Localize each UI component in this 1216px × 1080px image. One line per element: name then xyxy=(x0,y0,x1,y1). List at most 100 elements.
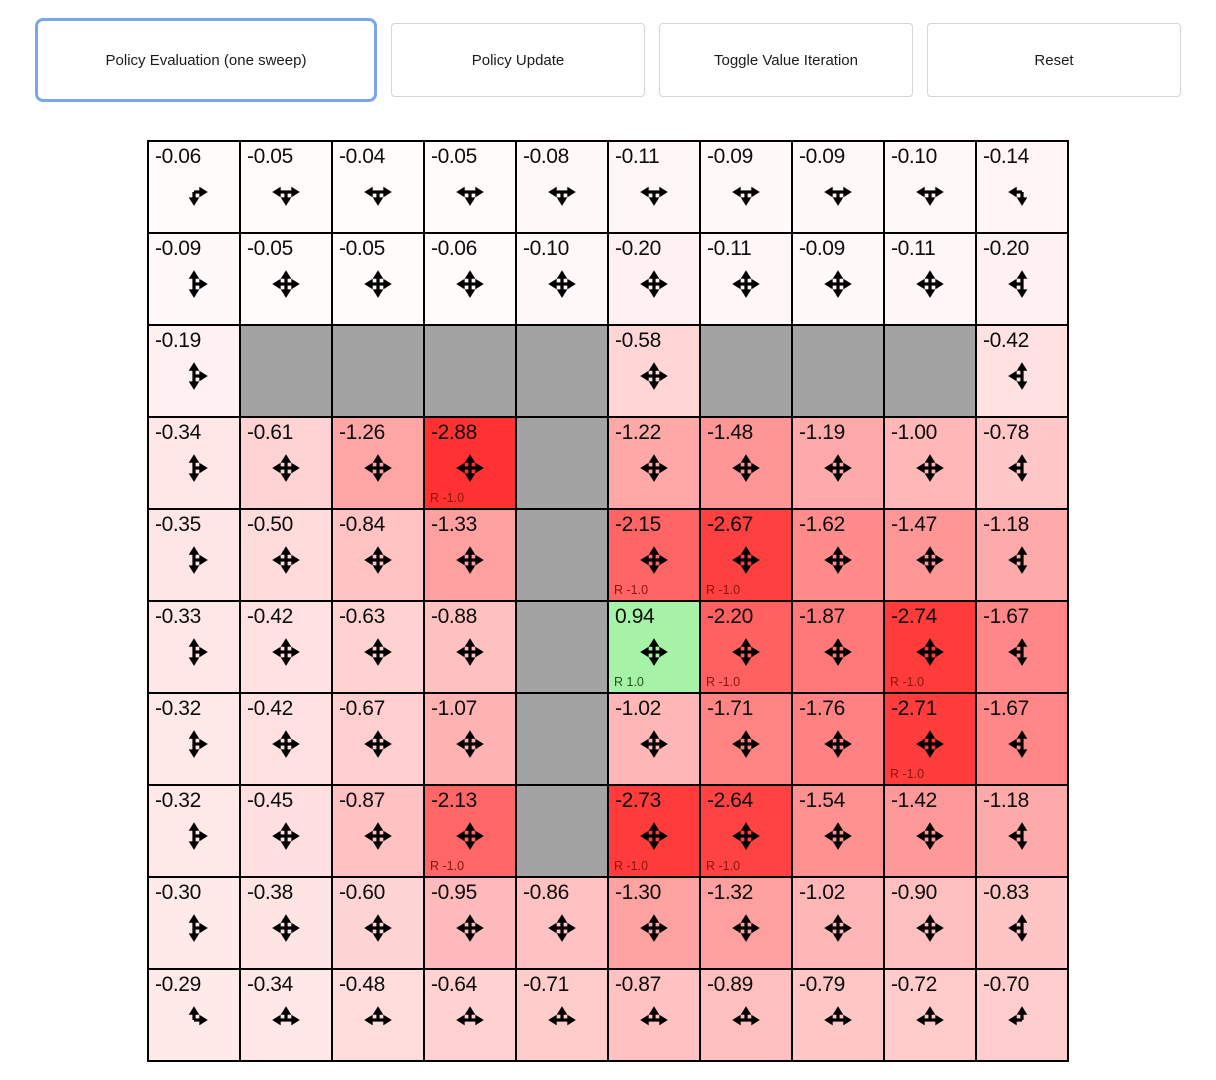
grid-cell: -2.67 R -1.0 xyxy=(700,509,792,601)
cell-reward: R -1.0 xyxy=(706,675,741,689)
policy-arrows-icon xyxy=(1005,635,1039,669)
grid-cell: -1.33 xyxy=(424,509,516,601)
cell-reward: R -1.0 xyxy=(706,583,741,597)
cell-value: -0.10 xyxy=(891,145,937,168)
wall-cell xyxy=(424,325,516,417)
grid-cell: -1.42 xyxy=(884,785,976,877)
grid-cell: -1.18 xyxy=(976,509,1068,601)
cell-value: -0.45 xyxy=(247,789,293,812)
cell-reward: R -1.0 xyxy=(706,859,741,873)
grid-cell: -0.06 xyxy=(424,233,516,325)
grid-cell: -0.35 xyxy=(148,509,240,601)
policy-arrows-icon xyxy=(637,267,671,301)
cell-value: -0.05 xyxy=(339,237,385,260)
cell-value: -0.70 xyxy=(983,973,1029,996)
policy-arrows-icon xyxy=(1005,359,1039,393)
grid-cell: 0.94 R 1.0 xyxy=(608,601,700,693)
cell-value: -0.64 xyxy=(431,973,477,996)
policy-arrows-icon xyxy=(453,635,487,669)
policy-arrows-icon xyxy=(913,911,947,945)
cell-value: -1.67 xyxy=(983,605,1029,628)
policy-arrows-icon xyxy=(913,175,947,209)
grid-cell: -0.61 xyxy=(240,417,332,509)
cell-value: -0.05 xyxy=(431,145,477,168)
policy-arrows-icon xyxy=(1005,175,1039,209)
cell-value: -2.74 xyxy=(891,605,937,628)
grid-cell: -0.50 xyxy=(240,509,332,601)
grid-cell: -0.10 xyxy=(884,141,976,233)
cell-value: -2.88 xyxy=(431,421,477,444)
policy-arrows-icon xyxy=(821,911,855,945)
cell-value: -1.00 xyxy=(891,421,937,444)
cell-value: -0.20 xyxy=(983,237,1029,260)
cell-value: -0.88 xyxy=(431,605,477,628)
grid-cell: -0.70 xyxy=(976,969,1068,1061)
grid-cell: -0.09 xyxy=(700,141,792,233)
policy-arrows-icon xyxy=(821,267,855,301)
policy-arrows-icon xyxy=(361,175,395,209)
cell-value: -0.67 xyxy=(339,697,385,720)
reset-button[interactable]: Reset xyxy=(927,23,1181,97)
cell-value: -0.63 xyxy=(339,605,385,628)
grid-cell: -2.20 R -1.0 xyxy=(700,601,792,693)
cell-value: -0.58 xyxy=(615,329,661,352)
cell-value: -1.19 xyxy=(799,421,845,444)
wall-cell xyxy=(516,417,608,509)
policy-arrows-icon xyxy=(361,727,395,761)
grid-cell: -0.20 xyxy=(608,233,700,325)
grid-cell: -0.09 xyxy=(792,233,884,325)
policy-arrows-icon xyxy=(637,451,671,485)
policy-arrows-icon xyxy=(821,1003,855,1037)
policy-arrows-icon xyxy=(1005,727,1039,761)
policy-update-button[interactable]: Policy Update xyxy=(391,23,645,97)
grid-cell: -0.42 xyxy=(976,325,1068,417)
policy-arrows-icon xyxy=(637,911,671,945)
grid-cell: -0.42 xyxy=(240,601,332,693)
cell-value: -0.84 xyxy=(339,513,385,536)
grid-cell: -1.48 xyxy=(700,417,792,509)
grid-cell: -1.22 xyxy=(608,417,700,509)
policy-arrows-icon xyxy=(269,819,303,853)
policy-arrows-icon xyxy=(177,635,211,669)
grid-cell: -1.67 xyxy=(976,693,1068,785)
cell-value: -0.09 xyxy=(799,237,845,260)
cell-value: -0.32 xyxy=(155,789,201,812)
grid-cell: -0.63 xyxy=(332,601,424,693)
grid-cell: -0.09 xyxy=(148,233,240,325)
cell-value: -0.50 xyxy=(247,513,293,536)
policy-arrows-icon xyxy=(913,267,947,301)
policy-arrows-icon xyxy=(821,635,855,669)
policy-arrows-icon xyxy=(361,819,395,853)
grid-cell: -0.05 xyxy=(240,233,332,325)
cell-value: -0.11 xyxy=(891,237,936,260)
policy-arrows-icon xyxy=(453,267,487,301)
grid-cell: -2.15 R -1.0 xyxy=(608,509,700,601)
grid-cell: -0.29 xyxy=(148,969,240,1061)
cell-value: -1.71 xyxy=(707,697,753,720)
policy-arrows-icon xyxy=(637,175,671,209)
grid-cell: -1.02 xyxy=(608,693,700,785)
cell-value: -1.18 xyxy=(983,513,1029,536)
grid-cell: -0.42 xyxy=(240,693,332,785)
policy-arrows-icon xyxy=(453,1003,487,1037)
toolbar: Policy Evaluation (one sweep) Policy Upd… xyxy=(0,0,1216,102)
policy-arrows-icon xyxy=(177,911,211,945)
policy-arrows-icon xyxy=(269,175,303,209)
policy-arrows-icon xyxy=(269,1003,303,1037)
policy-arrows-icon xyxy=(453,727,487,761)
grid-cell: -1.00 xyxy=(884,417,976,509)
cell-value: -0.83 xyxy=(983,881,1029,904)
grid-cell: -0.11 xyxy=(608,141,700,233)
cell-value: -0.34 xyxy=(155,421,201,444)
cell-value: -0.78 xyxy=(983,421,1029,444)
cell-value: -0.19 xyxy=(155,329,201,352)
toggle-value-iteration-button[interactable]: Toggle Value Iteration xyxy=(659,23,913,97)
grid-cell: -0.78 xyxy=(976,417,1068,509)
cell-value: -0.09 xyxy=(707,145,753,168)
policy-arrows-icon xyxy=(729,727,763,761)
grid-cell: -1.30 xyxy=(608,877,700,969)
cell-value: -1.32 xyxy=(707,881,753,904)
policy-evaluation-button[interactable]: Policy Evaluation (one sweep) xyxy=(35,18,377,102)
grid-cell: -2.74 R -1.0 xyxy=(884,601,976,693)
grid-cell: -0.33 xyxy=(148,601,240,693)
